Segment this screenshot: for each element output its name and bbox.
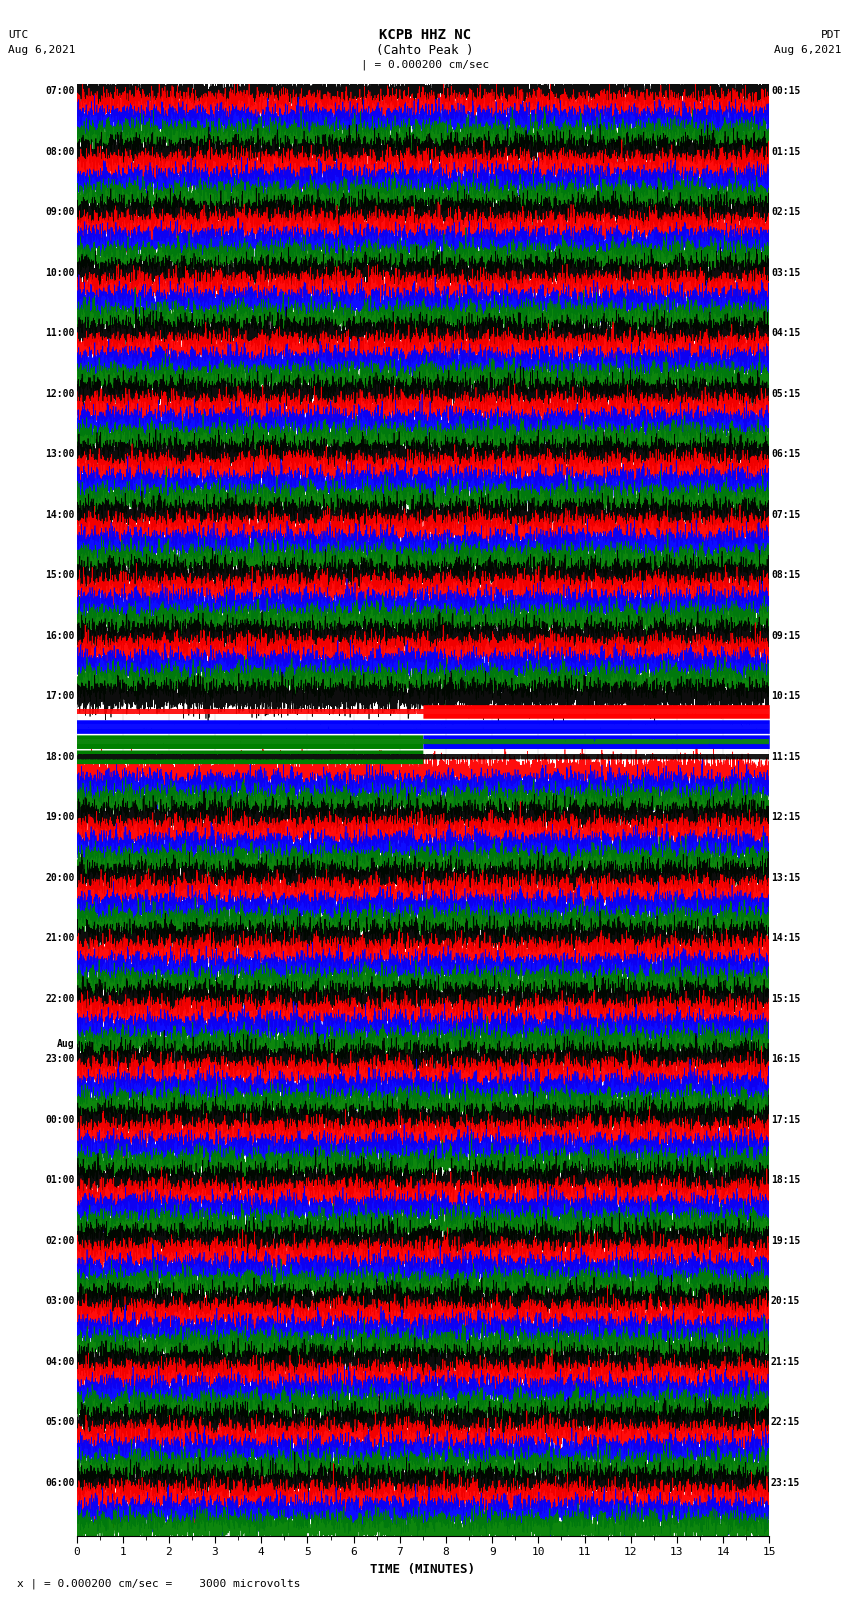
Text: 12:15: 12:15 — [771, 813, 801, 823]
Text: 14:00: 14:00 — [45, 510, 75, 519]
Text: 17:00: 17:00 — [45, 692, 75, 702]
Text: 01:15: 01:15 — [771, 147, 801, 156]
Text: KCPB HHZ NC: KCPB HHZ NC — [379, 29, 471, 42]
Text: 00:15: 00:15 — [771, 87, 801, 97]
Text: 10:15: 10:15 — [771, 692, 801, 702]
Text: 22:15: 22:15 — [771, 1418, 801, 1428]
Text: 13:00: 13:00 — [45, 450, 75, 460]
Text: 03:00: 03:00 — [45, 1297, 75, 1307]
Text: 05:15: 05:15 — [771, 389, 801, 398]
Text: 21:00: 21:00 — [45, 934, 75, 944]
Text: 08:15: 08:15 — [771, 571, 801, 581]
Text: 03:15: 03:15 — [771, 268, 801, 277]
Text: 18:00: 18:00 — [45, 752, 75, 761]
Text: 11:15: 11:15 — [771, 752, 801, 761]
Text: 21:15: 21:15 — [771, 1357, 801, 1366]
Text: 00:00: 00:00 — [45, 1115, 75, 1124]
Text: 12:00: 12:00 — [45, 389, 75, 398]
Text: 04:15: 04:15 — [771, 329, 801, 339]
Text: 11:00: 11:00 — [45, 329, 75, 339]
Text: 07:15: 07:15 — [771, 510, 801, 519]
Text: 22:00: 22:00 — [45, 994, 75, 1003]
Text: 07:00: 07:00 — [45, 87, 75, 97]
Text: 01:00: 01:00 — [45, 1176, 75, 1186]
Text: UTC: UTC — [8, 31, 29, 40]
Text: 06:15: 06:15 — [771, 450, 801, 460]
Text: 08:00: 08:00 — [45, 147, 75, 156]
Text: 16:15: 16:15 — [771, 1055, 801, 1065]
Text: 19:15: 19:15 — [771, 1236, 801, 1245]
Text: 06:00: 06:00 — [45, 1478, 75, 1487]
Text: | = 0.000200 cm/sec: | = 0.000200 cm/sec — [361, 60, 489, 69]
Text: (Cahto Peak ): (Cahto Peak ) — [377, 44, 473, 56]
Text: 23:00: 23:00 — [45, 1055, 75, 1065]
Text: 09:00: 09:00 — [45, 208, 75, 218]
X-axis label: TIME (MINUTES): TIME (MINUTES) — [371, 1563, 475, 1576]
Text: 23:15: 23:15 — [771, 1478, 801, 1487]
Text: 17:15: 17:15 — [771, 1115, 801, 1124]
Text: 02:15: 02:15 — [771, 208, 801, 218]
Text: 02:00: 02:00 — [45, 1236, 75, 1245]
Text: 20:15: 20:15 — [771, 1297, 801, 1307]
Text: 09:15: 09:15 — [771, 631, 801, 640]
Text: 20:00: 20:00 — [45, 873, 75, 882]
Text: Aug 6,2021: Aug 6,2021 — [774, 45, 842, 55]
Text: 19:00: 19:00 — [45, 813, 75, 823]
Text: 14:15: 14:15 — [771, 934, 801, 944]
Text: Aug: Aug — [57, 1039, 75, 1048]
Text: PDT: PDT — [821, 31, 842, 40]
Text: Aug 6,2021: Aug 6,2021 — [8, 45, 76, 55]
Text: 15:15: 15:15 — [771, 994, 801, 1003]
Text: 13:15: 13:15 — [771, 873, 801, 882]
Text: 05:00: 05:00 — [45, 1418, 75, 1428]
Text: 18:15: 18:15 — [771, 1176, 801, 1186]
Text: 10:00: 10:00 — [45, 268, 75, 277]
Text: 16:00: 16:00 — [45, 631, 75, 640]
Text: x | = 0.000200 cm/sec =    3000 microvolts: x | = 0.000200 cm/sec = 3000 microvolts — [17, 1579, 301, 1589]
Text: 15:00: 15:00 — [45, 571, 75, 581]
Text: 04:00: 04:00 — [45, 1357, 75, 1366]
